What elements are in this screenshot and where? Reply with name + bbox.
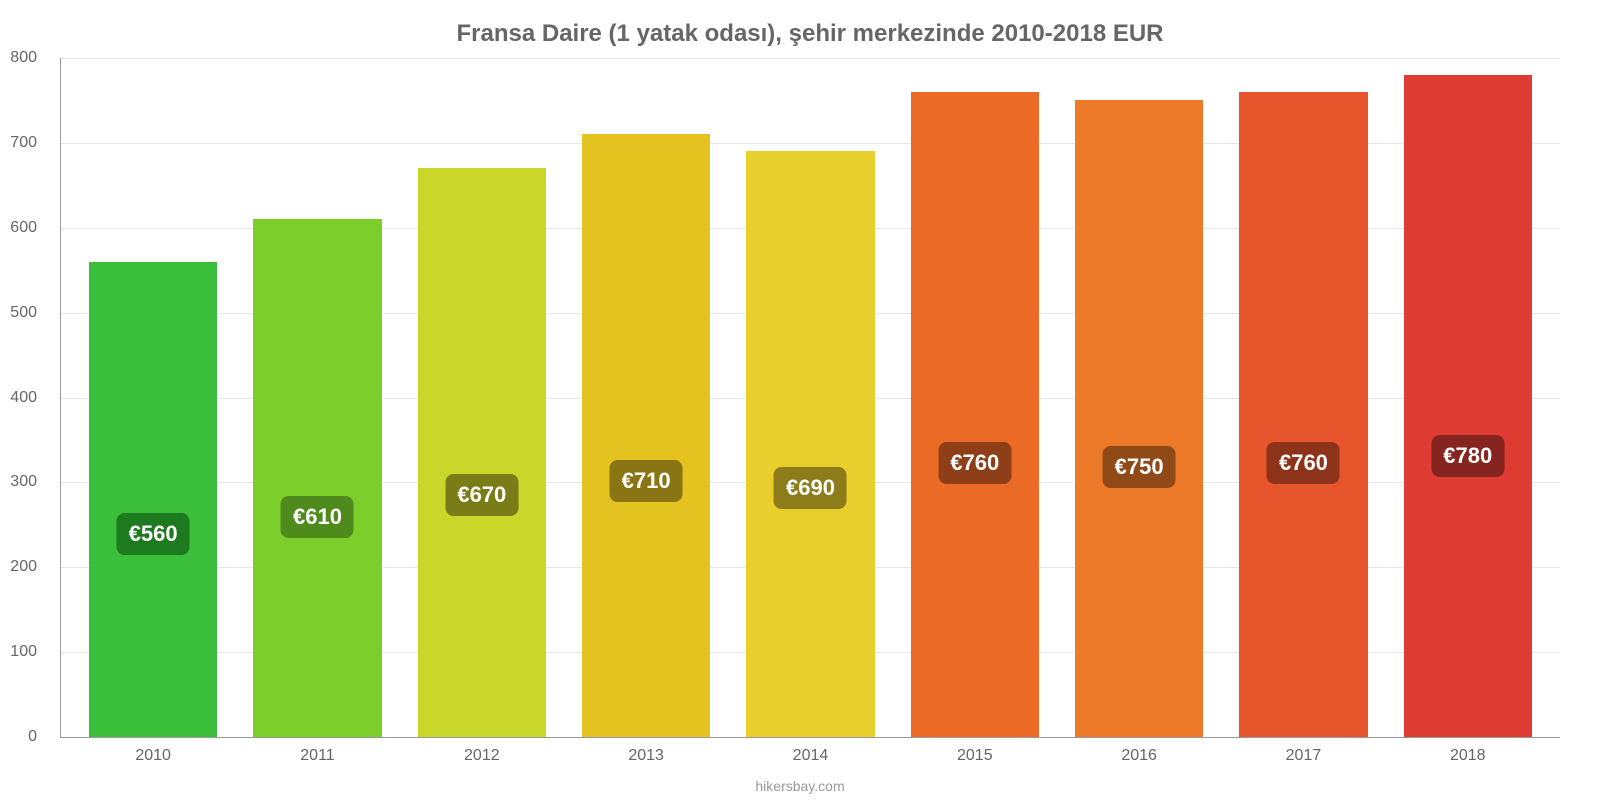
bar: €610 — [253, 219, 381, 737]
bar: €670 — [418, 168, 546, 737]
bar: €760 — [1239, 92, 1367, 737]
x-tick-label: 2011 — [235, 747, 399, 765]
bar-value-label: €710 — [610, 460, 683, 502]
bar-value-label: €560 — [117, 513, 190, 555]
y-tick-label: 200 — [10, 558, 37, 576]
credit-text: hikersbay.com — [0, 778, 1600, 794]
x-tick-label: 2017 — [1221, 747, 1385, 765]
bar-value-label: €610 — [281, 496, 354, 538]
bar-slot: €760 — [1221, 58, 1385, 737]
bar: €750 — [1075, 100, 1203, 737]
bar-slot: €670 — [400, 58, 564, 737]
bar-slot: €710 — [564, 58, 728, 737]
chart-container: Fransa Daire (1 yatak odası), şehir merk… — [0, 0, 1600, 800]
bar-value-label: €760 — [1267, 442, 1340, 484]
bar-value-label: €760 — [938, 442, 1011, 484]
x-tick-label: 2010 — [71, 747, 235, 765]
bar: €710 — [582, 134, 710, 737]
bar-slot: €690 — [728, 58, 892, 737]
x-axis-labels: 201020112012201320142015201620172018 — [61, 747, 1560, 765]
chart-title: Fransa Daire (1 yatak odası), şehir merk… — [60, 20, 1560, 48]
y-tick-label: 700 — [10, 134, 37, 152]
y-tick-label: 0 — [28, 728, 37, 746]
x-tick-label: 2012 — [400, 747, 564, 765]
bar-value-label: €780 — [1431, 435, 1504, 477]
y-tick-label: 600 — [10, 219, 37, 237]
y-tick-label: 800 — [10, 49, 37, 67]
bar: €780 — [1404, 75, 1532, 737]
x-tick-label: 2016 — [1057, 747, 1221, 765]
y-tick-label: 100 — [10, 643, 37, 661]
bar: €560 — [89, 262, 217, 737]
bar-slot: €780 — [1386, 58, 1550, 737]
x-tick-label: 2013 — [564, 747, 728, 765]
bar-slot: €750 — [1057, 58, 1221, 737]
x-tick-label: 2014 — [728, 747, 892, 765]
bar-slot: €610 — [235, 58, 399, 737]
bar-value-label: €670 — [445, 474, 518, 516]
bar: €690 — [746, 151, 874, 737]
bar-slot: €560 — [71, 58, 235, 737]
bar-value-label: €690 — [774, 467, 847, 509]
y-tick-label: 300 — [10, 473, 37, 491]
bars-group: €560 €610 €670 €710 €690 €760 €750 €760 €780 — [61, 58, 1560, 737]
bar-value-label: €750 — [1103, 446, 1176, 488]
y-tick-label: 400 — [10, 389, 37, 407]
x-tick-label: 2015 — [893, 747, 1057, 765]
plot-area: 0100200300400500600700800 €560€610€670€7… — [60, 58, 1560, 738]
x-tick-label: 2018 — [1386, 747, 1550, 765]
bar: €760 — [911, 92, 1039, 737]
bar-slot: €760 — [893, 58, 1057, 737]
y-tick-label: 500 — [10, 304, 37, 322]
